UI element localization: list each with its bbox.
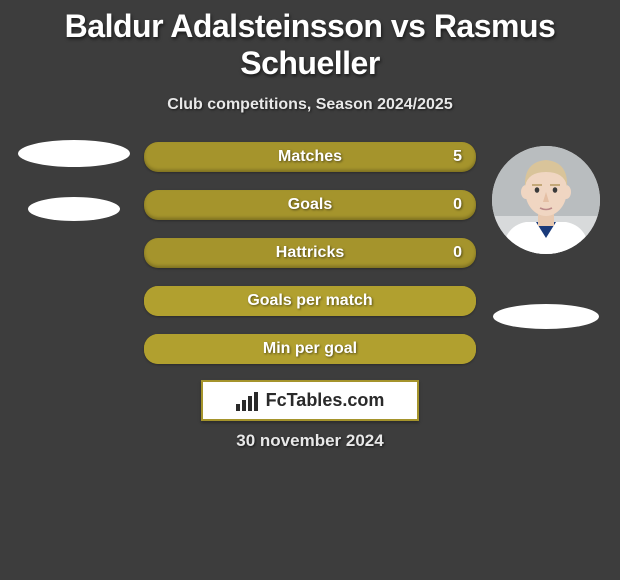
stat-bar-label: Goals xyxy=(288,196,332,214)
left-ellipse-1 xyxy=(18,140,130,167)
stat-bar: Hattricks 0 xyxy=(144,238,476,268)
stat-bar-label: Min per goal xyxy=(263,340,357,358)
stat-bar-right-value: 0 xyxy=(453,244,462,262)
source-badge[interactable]: FcTables.com xyxy=(201,380,419,421)
stat-bar-label: Matches xyxy=(278,148,342,166)
comparison-panel: Matches 5 Goals 0 Hattricks 0 Goals per match M… xyxy=(14,142,606,364)
left-ellipse-2 xyxy=(28,197,120,221)
date-label: 30 november 2024 xyxy=(14,431,606,451)
logo-text: FcTables.com xyxy=(266,390,385,411)
player-left-side xyxy=(14,142,134,221)
stat-bar-label: Goals per match xyxy=(247,292,372,310)
player-right-side xyxy=(486,142,606,329)
bar-chart-icon xyxy=(236,391,260,411)
stat-bar: Goals 0 xyxy=(144,190,476,220)
right-ellipse xyxy=(493,304,599,329)
avatar-face-icon xyxy=(492,146,600,254)
stat-bar-right-value: 0 xyxy=(453,196,462,214)
stat-bar: Goals per match xyxy=(144,286,476,316)
stat-bar: Matches 5 xyxy=(144,142,476,172)
stat-bar-label: Hattricks xyxy=(276,244,344,262)
subtitle: Club competitions, Season 2024/2025 xyxy=(14,96,606,114)
page-title: Baldur Adalsteinsson vs Rasmus Schueller xyxy=(14,8,606,82)
stat-bars: Matches 5 Goals 0 Hattricks 0 Goals per match M… xyxy=(144,142,476,364)
stat-bar-right-value: 5 xyxy=(453,148,462,166)
player-right-avatar xyxy=(492,146,600,254)
stat-bar: Min per goal xyxy=(144,334,476,364)
